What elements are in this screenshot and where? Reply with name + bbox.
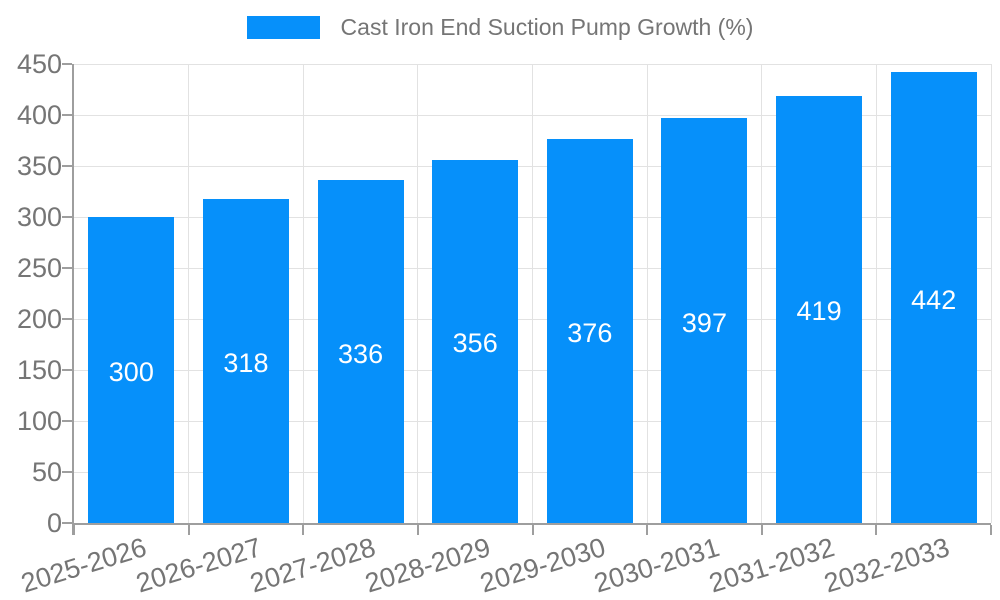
y-axis-tick [62,318,72,320]
x-axis-tick [875,525,878,535]
y-tick-label: 200 [16,304,62,334]
gridline-vertical [532,64,533,523]
y-axis-line [72,64,74,535]
x-axis-tick [646,525,649,535]
y-axis-tick [62,369,72,371]
bar[interactable] [202,198,289,523]
y-axis-tick [62,420,72,422]
y-axis-tick [62,63,72,65]
x-axis-tick [990,525,992,535]
y-tick-label: 0 [46,508,62,538]
bar[interactable] [317,180,404,523]
y-axis-tick [62,165,72,167]
x-tick-label: 2030-2031 [590,532,724,599]
x-axis-tick [302,525,305,535]
x-tick-label: 2028-2029 [361,532,494,599]
legend-item[interactable]: Cast Iron End Suction Pump Growth (%) [246,14,754,41]
gridline-vertical [188,64,190,523]
y-tick-label: 300 [16,202,62,232]
y-tick-label: 100 [16,406,62,436]
y-axis-tick [62,216,72,218]
legend-label: Cast Iron End Suction Pump Growth (%) [340,14,754,40]
legend-swatch-icon [246,16,320,39]
x-axis-line [72,523,991,525]
x-tick-label: 2029-2030 [476,532,609,599]
y-tick-label: 150 [16,355,62,385]
gridline-vertical [646,64,648,523]
x-tick-label: 2032-2033 [820,532,953,599]
x-axis-tick [416,525,419,535]
gridline-vertical [990,64,992,523]
gridline-vertical [761,64,763,523]
y-axis-tick [62,471,72,473]
bar[interactable] [432,159,519,523]
y-tick-label: 350 [16,151,62,181]
y-tick-label: 250 [16,253,62,283]
y-tick-label: 450 [16,49,62,79]
x-tick-label: 2026-2027 [132,532,265,599]
x-axis-tick [73,525,75,535]
bar[interactable] [88,217,175,523]
chart-legend: Cast Iron End Suction Pump Growth (%) [0,14,1000,41]
y-axis-tick [62,267,72,269]
x-axis-tick [187,525,190,535]
gridline-vertical [302,64,304,523]
y-axis-tick [62,522,72,524]
x-axis-tick [760,525,763,535]
y-tick-label: 50 [31,457,62,487]
bar[interactable] [661,118,748,523]
bar[interactable] [546,139,633,523]
gridline-vertical [417,64,419,523]
y-axis-tick [62,114,72,116]
x-axis-tick [531,525,534,535]
x-tick-label: 2025-2026 [17,532,151,599]
bar[interactable] [776,95,863,523]
x-tick-label: 2027-2028 [247,532,380,599]
bar[interactable] [890,72,977,523]
x-tick-label: 2031-2032 [705,532,838,599]
y-tick-label: 400 [16,100,62,130]
gridline-vertical [875,64,877,523]
